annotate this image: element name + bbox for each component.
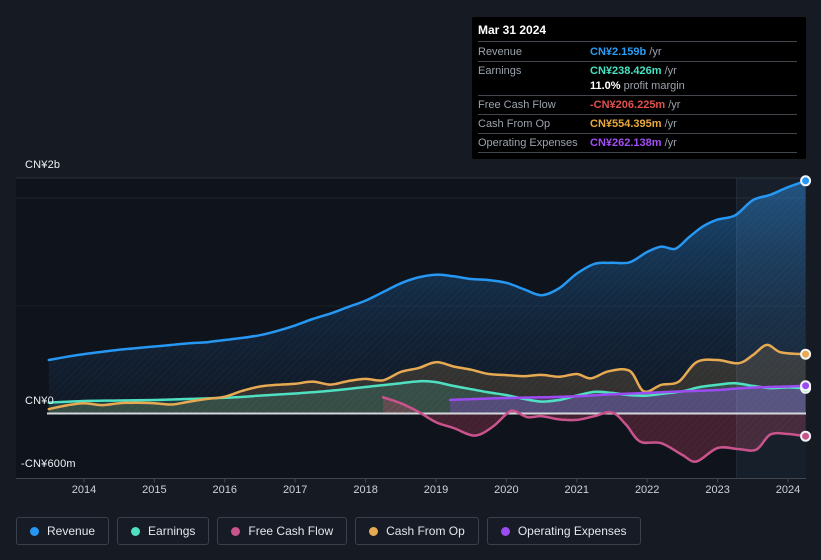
tooltip-profit-margin: 11.0% profit margin	[590, 80, 685, 92]
tooltip-date: Mar 31 2024	[478, 23, 547, 37]
tooltip-row-earnings: Earnings CN¥238.426m/yr 11.0% profit mar…	[478, 61, 797, 95]
chart-legend: Revenue Earnings Free Cash Flow Cash From O…	[16, 517, 641, 545]
tooltip-label: Cash From Op	[478, 118, 551, 130]
x-axis-label-2019: 2019	[423, 484, 449, 496]
cash-from-op-line	[47, 343, 807, 411]
legend-dot	[231, 526, 241, 536]
free-cash-flow-end-marker	[800, 430, 812, 442]
cash-from-op-end-marker	[800, 348, 812, 360]
tooltip-label: Revenue	[478, 45, 523, 58]
tooltip-label: Free Cash Flow	[478, 99, 556, 111]
legend-label: Free Cash Flow	[248, 524, 334, 538]
operating-expenses-line	[448, 384, 807, 402]
x-axis-label-2023: 2023	[705, 484, 730, 496]
legend-item-cash-from-op[interactable]: Cash From Op	[355, 517, 479, 545]
x-axis-label-2022: 2022	[634, 484, 660, 496]
tooltip-row-free-cash-flow: Free Cash Flow -CN¥206.225m/yr	[478, 95, 797, 114]
legend-item-free-cash-flow[interactable]: Free Cash Flow	[217, 517, 348, 545]
x-axis-label-2014: 2014	[71, 484, 97, 496]
legend-label: Earnings	[148, 524, 196, 538]
tooltip-value: CN¥554.395m	[590, 118, 662, 130]
tooltip-value: CN¥2.159b	[590, 45, 647, 58]
tooltip-value: CN¥238.426m	[590, 64, 662, 77]
legend-dot	[131, 526, 141, 536]
legend-item-revenue[interactable]: Revenue	[16, 517, 110, 545]
legend-item-operating-expenses[interactable]: Operating Expenses	[486, 517, 641, 545]
y-axis-label-neg600m: -CN¥600m	[21, 458, 76, 470]
hatch-overlay-fcf	[383, 397, 806, 462]
x-axis-label-2017: 2017	[282, 484, 308, 496]
free-cash-flow-line	[381, 396, 807, 463]
legend-label: Operating Expenses	[517, 524, 627, 538]
legend-dot	[30, 526, 39, 536]
recent-period-highlight-band	[736, 178, 806, 479]
tooltip-label: Operating Expenses	[478, 137, 578, 149]
legend-item-earnings[interactable]: Earnings	[117, 517, 210, 545]
y-axis-label-2b: CN¥2b	[25, 159, 61, 171]
operating-expenses-end-marker	[800, 380, 812, 392]
x-axis-label-2020: 2020	[494, 484, 519, 496]
tooltip-value: CN¥262.138m	[590, 137, 662, 149]
x-axis-label-2021: 2021	[564, 484, 590, 496]
legend-label: Revenue	[47, 524, 96, 538]
tooltip-row-operating-expenses: Operating Expenses CN¥262.138m/yr	[478, 133, 797, 153]
x-axis-label-2018: 2018	[353, 484, 378, 496]
revenue-line	[47, 179, 807, 362]
legend-dot	[500, 526, 510, 536]
x-axis-label-2016: 2016	[212, 484, 238, 496]
y-axis-label-zero: CN¥0	[25, 395, 54, 407]
x-axis-label-2024: 2024	[775, 484, 801, 496]
tooltip-label: Earnings	[478, 64, 522, 77]
revenue-end-marker	[800, 175, 812, 187]
tooltip-row-revenue: Revenue CN¥2.159b/yr	[478, 41, 797, 61]
x-axis-label-2015: 2015	[142, 484, 167, 496]
tooltip-row-cash-from-op: Cash From Op CN¥554.395m/yr	[478, 114, 797, 133]
hatch-overlay-revenue	[48, 180, 806, 414]
tooltip-value: -CN¥206.225m	[590, 99, 666, 111]
legend-dot	[369, 526, 379, 536]
chart-tooltip: Mar 31 2024 Revenue CN¥2.159b/yr Earning…	[472, 17, 806, 159]
legend-label: Cash From Op	[386, 524, 465, 538]
